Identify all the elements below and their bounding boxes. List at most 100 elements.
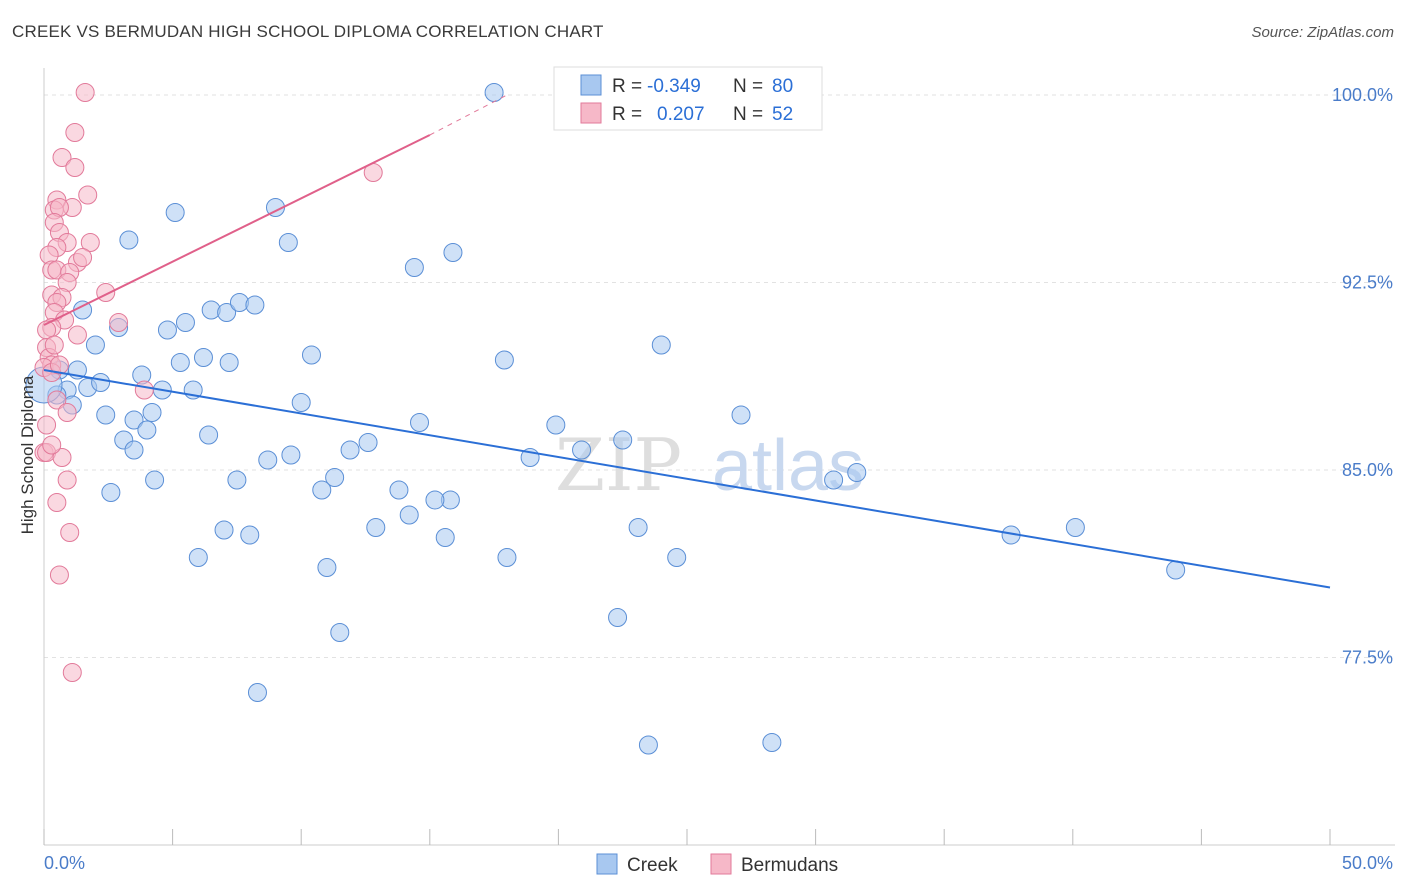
creek-point <box>85 335 105 355</box>
creek-point <box>247 683 267 702</box>
creek-point <box>142 403 162 422</box>
creek-point <box>824 470 844 490</box>
creek-point <box>731 405 751 425</box>
creek-point <box>484 83 504 102</box>
legend-n-label-bermudans: N = <box>733 104 763 125</box>
bermudans-point <box>52 448 72 467</box>
creek-point <box>145 470 165 490</box>
creek-point <box>1166 560 1186 580</box>
bermudans-point <box>52 148 72 167</box>
creek-point <box>291 393 311 412</box>
bermudans-point <box>109 313 129 332</box>
watermark: ZIP atlas <box>555 423 864 507</box>
bermudans-trend-extension <box>429 94 508 136</box>
bermudans-point <box>47 493 67 512</box>
bottom-legend-swatch-creek <box>596 853 618 875</box>
creek-point <box>608 608 628 627</box>
creek-point <box>219 353 239 372</box>
creek-point <box>188 548 208 567</box>
bermudans-point <box>134 380 154 400</box>
y-tick-labels: 77.5% 85.0% 92.5% 100.0% <box>1332 85 1393 668</box>
creek-point <box>366 518 386 537</box>
creek-point <box>667 548 687 567</box>
y-tick-label-3: 100.0% <box>1332 85 1393 105</box>
bermudans-point <box>49 565 69 585</box>
creek-point <box>651 335 671 355</box>
bermudans-point <box>57 470 77 490</box>
y-tick-label-1: 85.0% <box>1342 460 1393 480</box>
creek-point <box>1065 518 1085 537</box>
bermudans-point <box>78 185 98 205</box>
creek-point <box>762 733 782 752</box>
creek-point <box>435 528 455 547</box>
creek-point <box>425 490 445 510</box>
legend-r-value-bermudans: 0.207 <box>657 104 705 125</box>
creek-point <box>170 353 190 372</box>
series-legend: Creek Bermudans <box>596 853 838 876</box>
bermudans-point <box>47 390 67 410</box>
legend-swatch-creek <box>580 74 602 96</box>
creek-point <box>847 463 867 482</box>
creek-series <box>25 83 1186 755</box>
creek-point <box>399 505 419 525</box>
creek-point <box>137 420 157 440</box>
bottom-legend-swatch-bermudans <box>710 853 732 875</box>
creek-point <box>494 350 514 370</box>
creek-point <box>199 425 219 445</box>
creek-point <box>281 445 301 465</box>
stats-legend: R = -0.349 N = 80 R = 0.207 N = 52 <box>553 66 823 131</box>
creek-point <box>410 413 430 432</box>
x-tick-label-max: 50.0% <box>1342 853 1393 873</box>
watermark-atlas: atlas <box>712 426 864 506</box>
y-tick-label-0: 77.5% <box>1342 648 1393 668</box>
creek-point <box>278 233 298 252</box>
creek-point <box>340 440 360 460</box>
creek-point <box>124 440 144 460</box>
bermudans-point <box>67 325 87 345</box>
creek-point <box>404 258 424 277</box>
bermudans-point <box>75 83 95 102</box>
bermudans-point <box>44 335 64 355</box>
bermudans-point <box>57 403 77 422</box>
bermudans-point <box>37 415 57 435</box>
creek-point <box>497 548 517 567</box>
creek-point <box>301 345 321 365</box>
y-tick-label-2: 92.5% <box>1342 273 1393 293</box>
creek-point <box>572 440 592 460</box>
creek-point <box>119 230 139 250</box>
creek-point <box>157 320 177 340</box>
creek-point <box>96 405 116 425</box>
creek-point <box>217 303 237 322</box>
bermudans-point <box>42 435 62 455</box>
bottom-legend-creek: Creek <box>627 855 678 876</box>
creek-point <box>227 470 247 490</box>
creek-point <box>165 203 185 222</box>
bermudans-series <box>34 83 383 682</box>
creek-point <box>638 735 658 755</box>
legend-r-value-creek: -0.349 <box>647 76 701 97</box>
bermudans-point <box>65 158 85 177</box>
creek-point <box>613 430 633 450</box>
creek-point <box>317 558 337 577</box>
x-tick-label-min: 0.0% <box>44 853 85 873</box>
legend-r-label-bermudans: R = <box>612 104 642 125</box>
creek-point <box>546 415 566 435</box>
bermudans-point <box>73 248 93 267</box>
creek-point <box>240 525 260 545</box>
creek-trend-line <box>43 369 1331 589</box>
creek-point <box>175 313 195 332</box>
legend-r-label-creek: R = <box>612 76 642 97</box>
bermudans-trend-line <box>43 134 431 326</box>
bermudans-point <box>65 123 85 142</box>
bermudans-point <box>60 523 80 542</box>
creek-point <box>325 468 345 487</box>
legend-n-value-bermudans: 52 <box>772 104 793 125</box>
creek-point <box>258 450 278 470</box>
legend-n-value-creek: 80 <box>772 76 793 97</box>
legend-swatch-bermudans <box>580 102 602 124</box>
source-label: Source: ZipAtlas.com <box>1251 24 1394 41</box>
bottom-legend-bermudans: Bermudans <box>741 855 838 876</box>
creek-point <box>330 623 350 642</box>
creek-point <box>312 480 332 500</box>
